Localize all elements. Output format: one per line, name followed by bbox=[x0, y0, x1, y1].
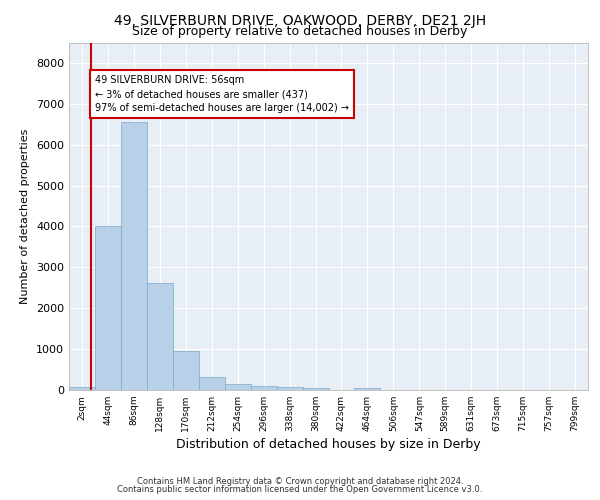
X-axis label: Distribution of detached houses by size in Derby: Distribution of detached houses by size … bbox=[176, 438, 481, 451]
Bar bbox=[251, 386, 277, 390]
Bar bbox=[95, 226, 121, 390]
Bar bbox=[121, 122, 147, 390]
Bar bbox=[173, 351, 199, 390]
Bar bbox=[199, 376, 224, 390]
Bar bbox=[302, 388, 329, 390]
Text: Size of property relative to detached houses in Derby: Size of property relative to detached ho… bbox=[133, 25, 467, 38]
Bar bbox=[225, 384, 251, 390]
Text: Contains HM Land Registry data © Crown copyright and database right 2024.: Contains HM Land Registry data © Crown c… bbox=[137, 477, 463, 486]
Text: 49, SILVERBURN DRIVE, OAKWOOD, DERBY, DE21 2JH: 49, SILVERBURN DRIVE, OAKWOOD, DERBY, DE… bbox=[114, 14, 486, 28]
Text: Contains public sector information licensed under the Open Government Licence v3: Contains public sector information licen… bbox=[118, 485, 482, 494]
Bar bbox=[147, 283, 173, 390]
Bar bbox=[69, 386, 95, 390]
Y-axis label: Number of detached properties: Number of detached properties bbox=[20, 128, 31, 304]
Bar bbox=[355, 388, 380, 390]
Text: 49 SILVERBURN DRIVE: 56sqm
← 3% of detached houses are smaller (437)
97% of semi: 49 SILVERBURN DRIVE: 56sqm ← 3% of detac… bbox=[95, 75, 349, 113]
Bar bbox=[277, 388, 302, 390]
